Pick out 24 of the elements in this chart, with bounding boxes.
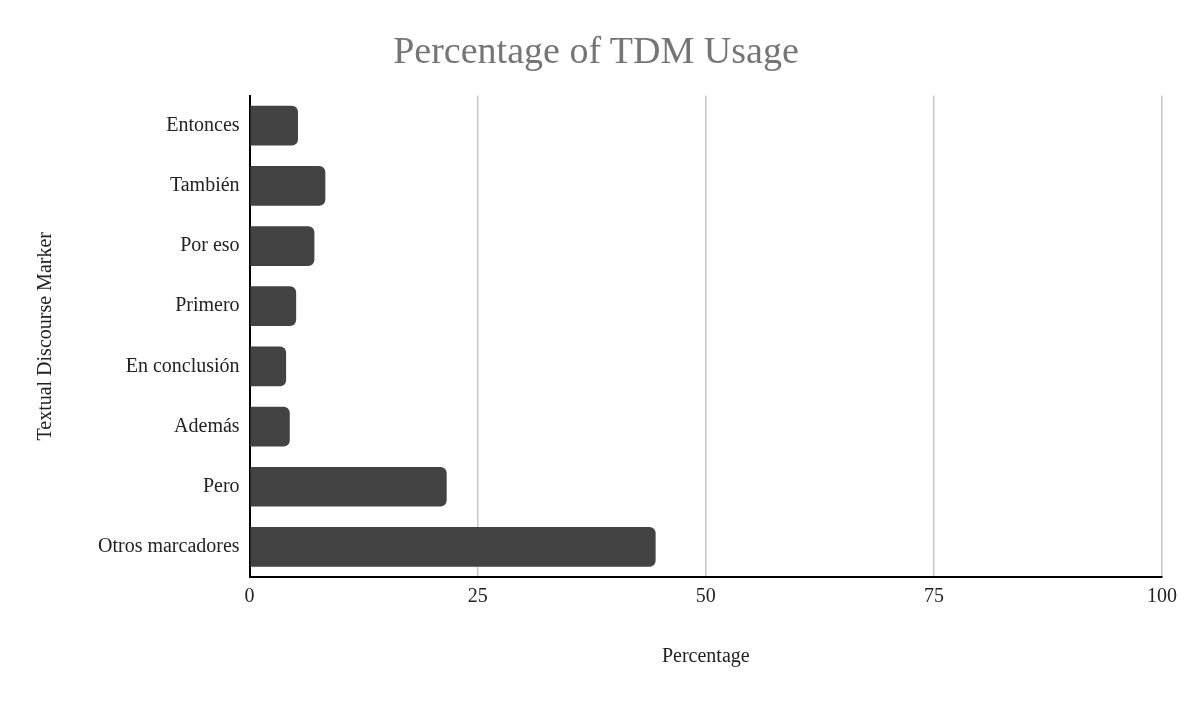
y-tick-label: Primero [175, 293, 240, 316]
bar [250, 527, 656, 567]
y-tick-label: Otros marcadores [97, 534, 240, 557]
y-tick-label: Además [174, 413, 240, 436]
x-tick-label: 75 [923, 584, 944, 607]
x-tick-label: 100 [1147, 584, 1177, 607]
y-tick-label: Por eso [180, 233, 240, 256]
x-axis-title: Percentage [661, 644, 750, 668]
y-tick-label: También [169, 173, 240, 196]
y-axis-title: Textual Discourse Marker [33, 231, 56, 441]
bar [250, 105, 298, 146]
bar [250, 286, 297, 327]
x-tick-label: 25 [467, 584, 488, 607]
x-tick-label: 50 [695, 584, 716, 607]
bar [250, 346, 287, 387]
y-tick-label: Pero [202, 473, 240, 496]
x-tick-label: 0 [244, 584, 255, 607]
chart-title: Percentage of TDM Usage [393, 28, 799, 71]
bar [250, 466, 447, 507]
bar [250, 166, 326, 206]
bar [250, 226, 315, 266]
y-tick-label: En conclusión [125, 353, 240, 376]
y-tick-label: Entonces [166, 112, 240, 135]
bar [250, 406, 290, 447]
